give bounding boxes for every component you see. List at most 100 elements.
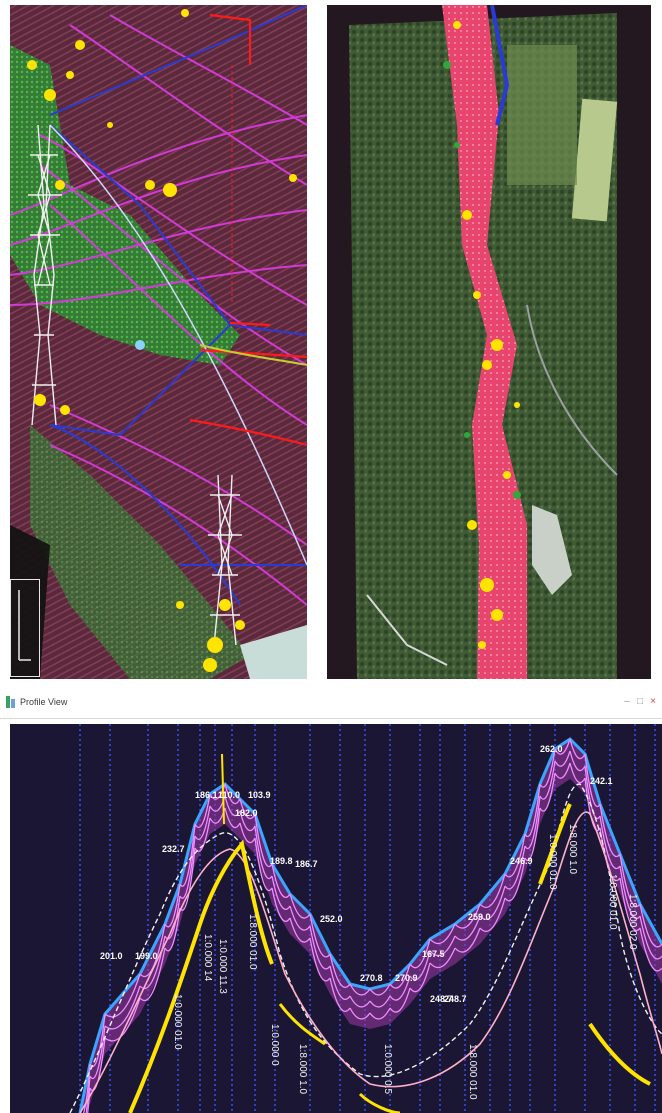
conductor-swag (309, 913, 331, 958)
conductor-swag (104, 985, 141, 1030)
conductor-swag (179, 847, 196, 911)
power-line-corridor (442, 5, 527, 679)
clearance-label: 1:0.000 01.0 (607, 874, 618, 930)
cursor-marker (135, 340, 145, 350)
conductor-swag (409, 962, 431, 993)
vegetation-zone (10, 45, 240, 365)
clearance-label: 1:8.000 1.0 (297, 1044, 308, 1094)
conductor-swag (139, 947, 166, 1002)
point-cloud-view[interactable] (10, 5, 307, 679)
conductor-swag (619, 877, 641, 932)
road (526, 304, 618, 476)
conductor-swag (639, 903, 662, 948)
conductor-swag (389, 987, 411, 1013)
tower-label: 186.7 (295, 859, 318, 869)
conductor-swag (271, 875, 291, 911)
orthophoto-view[interactable] (327, 5, 651, 679)
conductor-swag (504, 833, 526, 878)
conductor-swag (89, 1013, 106, 1068)
profile-canvas[interactable]: 201.0 199.0 232.7 186.1 110.0 103.9 182.0 189.8… (10, 724, 662, 1113)
conductor-swag (179, 823, 196, 887)
conductor-swag (289, 905, 311, 931)
field-parcel (507, 45, 577, 185)
profile-view-window[interactable]: Profile View – □ × 201.0 199.0 232.7 186.1 1… (0, 688, 662, 1113)
scale-legend (10, 579, 40, 677)
conductor-swag (409, 950, 431, 981)
road (366, 594, 448, 666)
tower-label: 110.0 (218, 790, 240, 800)
conductor-swag (524, 795, 541, 850)
conductor-projection (490, 5, 510, 126)
tower-label: 201.0 (100, 951, 123, 961)
conductor-swag (349, 995, 371, 1008)
field-parcel (571, 98, 618, 222)
encroachment-line (199, 344, 307, 366)
clearance-line (79, 811, 662, 1113)
clearance-label: 1:8.000 01.0 (467, 1044, 478, 1100)
catenary-line (49, 124, 307, 566)
tower-labels: 201.0 199.0 232.7 186.1 110.0 103.9 182.0 189.8… (100, 744, 613, 1004)
clearance-label: 1:0.000 0 (269, 1024, 280, 1066)
tower-label: 270.8 (360, 973, 383, 983)
conductor-swag (504, 857, 526, 902)
conductor-swag (389, 975, 411, 1001)
close-icon[interactable]: × (650, 696, 656, 707)
orthophoto-canvas (327, 5, 651, 679)
conductor-swag (599, 803, 621, 858)
conductor-swag (554, 762, 571, 779)
clearance-label: 1:8.000 01.0 (247, 914, 258, 970)
tower-label: 252.0 (320, 914, 343, 924)
conductor-lines (10, 14, 307, 606)
tower-label: 232.7 (162, 844, 185, 854)
conductor-swag (454, 927, 481, 953)
clearance-label: 1:8.000 1.0 (567, 824, 578, 874)
profile-view-app-icon (6, 696, 15, 708)
conductor-swag (239, 798, 256, 820)
conductor-swag (429, 935, 456, 957)
tower-label: 270.9 (395, 973, 418, 983)
tower-label: 186.1 (195, 790, 218, 800)
conductor-lines-blue (49, 5, 307, 606)
tower-label: 248.7 (444, 994, 467, 1004)
vegetation-points (128, 839, 274, 1113)
terrain-profile-line (69, 783, 662, 1113)
window-titlebar[interactable]: Profile View – □ × (0, 688, 662, 719)
conductor-swag (89, 1025, 106, 1080)
maximize-icon[interactable]: □ (636, 696, 644, 707)
conductor-swag (329, 965, 351, 1001)
conductor-swag (254, 837, 273, 892)
conductor-swag (429, 947, 456, 969)
conductor-swag (639, 927, 662, 972)
conductor-swag (504, 845, 526, 890)
conductor-swag (289, 893, 311, 919)
clearance-label: 1:8.000 02.0 (627, 894, 638, 950)
conductor-swag (224, 783, 241, 805)
conductor-swag (539, 760, 556, 800)
conductor-swag (104, 997, 141, 1042)
conductor-swag (369, 983, 391, 996)
conductor-swag (539, 772, 556, 812)
tower-label: 246.9 (510, 856, 533, 866)
conductor-swag (454, 903, 481, 929)
vertical-clearance-labels: 1:0.000 01.0 1:0.000 14 1:0.000 11.3 1:8.00… (172, 824, 638, 1100)
conductor-swag (271, 863, 291, 899)
conductor-swag (479, 885, 506, 921)
no-data-area (10, 525, 50, 679)
conductor-swag (239, 822, 256, 844)
conductor-swag (554, 750, 571, 767)
tower-label: 167.5 (422, 949, 445, 959)
tower-label: 182.0 (235, 808, 258, 818)
clearance-label: 1:0.000 11.3 (217, 939, 228, 994)
conductor-swag (179, 835, 196, 899)
vegetation-zone (30, 425, 250, 679)
conductor-swag (349, 983, 371, 996)
conductor-swag (619, 853, 641, 908)
profile-plot: 201.0 199.0 232.7 186.1 110.0 103.9 182.0 189.8… (69, 724, 662, 1113)
clearance-label: 1:0.000 01.0 (172, 994, 183, 1050)
minimize-icon[interactable]: – (624, 696, 630, 707)
conductor-swag (194, 793, 211, 829)
conductor-swag (224, 807, 241, 829)
conductor-swag (239, 810, 256, 832)
conductor-swag (389, 963, 411, 989)
conductor-swag (369, 995, 391, 1008)
